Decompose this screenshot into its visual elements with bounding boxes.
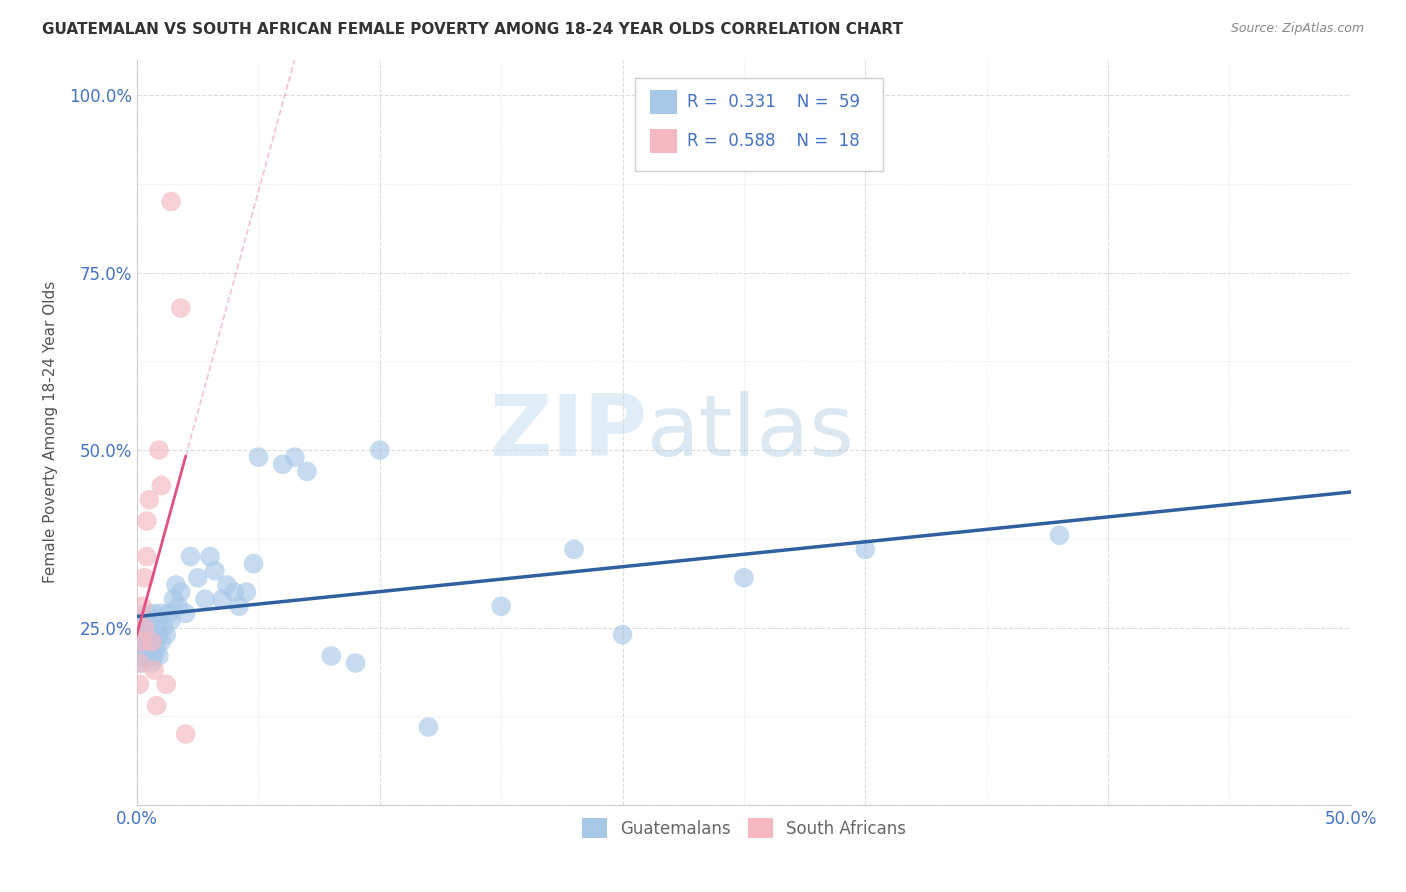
Point	[167, 599, 190, 614]
Point	[145, 641, 167, 656]
Text: R =  0.588    N =  18: R = 0.588 N = 18	[688, 132, 859, 150]
Point	[145, 621, 167, 635]
Point	[143, 663, 166, 677]
Bar	[651, 129, 678, 153]
Point	[131, 621, 153, 635]
Point	[235, 585, 257, 599]
Point	[141, 641, 163, 656]
Point	[143, 648, 166, 663]
Text: R =  0.331    N =  59: R = 0.331 N = 59	[688, 93, 860, 112]
Point	[141, 656, 163, 670]
Point	[489, 599, 512, 614]
Point	[170, 301, 193, 315]
Legend: Guatemalans, South Africans: Guatemalans, South Africans	[575, 812, 912, 845]
Point	[187, 571, 209, 585]
Point	[194, 592, 217, 607]
Text: GUATEMALAN VS SOUTH AFRICAN FEMALE POVERTY AMONG 18-24 YEAR OLDS CORRELATION CHA: GUATEMALAN VS SOUTH AFRICAN FEMALE POVER…	[42, 22, 903, 37]
Point	[174, 607, 197, 621]
Point	[344, 656, 367, 670]
Point	[174, 727, 197, 741]
Point	[284, 450, 307, 465]
Point	[134, 634, 156, 648]
Point	[179, 549, 201, 564]
Point	[148, 443, 170, 458]
Point	[128, 656, 150, 670]
Point	[128, 634, 150, 648]
Point	[131, 634, 153, 648]
Point	[162, 592, 184, 607]
Point	[143, 627, 166, 641]
Point	[134, 648, 156, 663]
Point	[612, 627, 634, 641]
Point	[134, 614, 156, 628]
Point	[134, 621, 156, 635]
Point	[853, 542, 876, 557]
Text: Source: ZipAtlas.com: Source: ZipAtlas.com	[1230, 22, 1364, 36]
Point	[138, 648, 160, 663]
Point	[242, 557, 264, 571]
Point	[198, 549, 221, 564]
Point	[215, 578, 238, 592]
Point	[204, 564, 226, 578]
Text: atlas: atlas	[647, 391, 855, 474]
Point	[128, 648, 150, 663]
Point	[160, 194, 183, 209]
Point	[150, 478, 173, 492]
Point	[135, 641, 157, 656]
Point	[1049, 528, 1071, 542]
Point	[131, 599, 153, 614]
FancyBboxPatch shape	[634, 78, 883, 171]
Bar	[651, 90, 678, 114]
Point	[157, 607, 180, 621]
Point	[138, 492, 160, 507]
Point	[135, 549, 157, 564]
Point	[160, 614, 183, 628]
Point	[131, 656, 153, 670]
Point	[138, 621, 160, 635]
Point	[138, 634, 160, 648]
Point	[135, 627, 157, 641]
Point	[562, 542, 585, 557]
Point	[224, 585, 246, 599]
Point	[143, 607, 166, 621]
Point	[150, 634, 173, 648]
Point	[150, 607, 173, 621]
Point	[128, 677, 150, 691]
Point	[165, 578, 187, 592]
Point	[148, 627, 170, 641]
Text: ZIP: ZIP	[489, 391, 647, 474]
Point	[141, 634, 163, 648]
Point	[135, 514, 157, 528]
Point	[145, 698, 167, 713]
Point	[170, 585, 193, 599]
Point	[211, 592, 233, 607]
Point	[141, 627, 163, 641]
Point	[418, 720, 440, 734]
Point	[228, 599, 250, 614]
Point	[148, 648, 170, 663]
Point	[247, 450, 270, 465]
Point	[134, 571, 156, 585]
Point	[368, 443, 391, 458]
Point	[271, 457, 294, 471]
Y-axis label: Female Poverty Among 18-24 Year Olds: Female Poverty Among 18-24 Year Olds	[44, 281, 58, 583]
Point	[135, 607, 157, 621]
Point	[152, 621, 174, 635]
Point	[321, 648, 343, 663]
Point	[295, 464, 318, 478]
Point	[155, 627, 177, 641]
Point	[733, 571, 755, 585]
Point	[155, 677, 177, 691]
